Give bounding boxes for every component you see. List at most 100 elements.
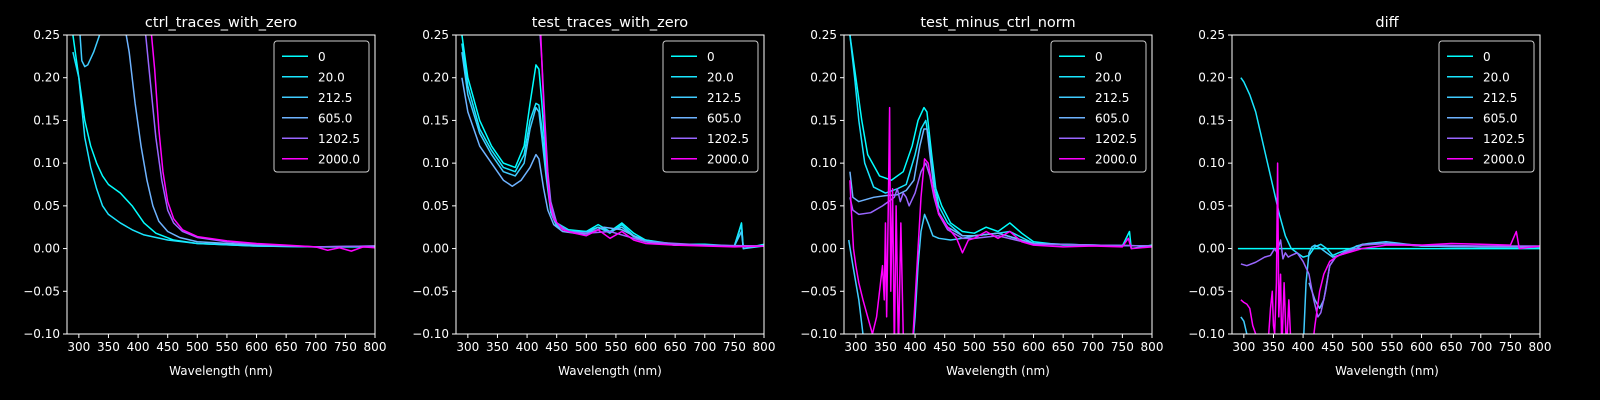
x-tick-label: 750 bbox=[1499, 340, 1522, 354]
legend-entry: 212.5 bbox=[318, 91, 352, 105]
series-line-2 bbox=[1240, 240, 1540, 334]
plot-area bbox=[461, 35, 764, 250]
legend: 0 20.0 212.5 605.0 1202.5 2000.0 bbox=[662, 40, 759, 173]
series-line-5 bbox=[849, 106, 1152, 334]
y-tick-label: 0.15 bbox=[1198, 113, 1225, 127]
y-tick-label: 0.10 bbox=[1198, 156, 1225, 170]
x-tick-label: 400 bbox=[904, 340, 927, 354]
x-tick-label: 450 bbox=[156, 340, 179, 354]
y-tick-label: 0.10 bbox=[422, 156, 449, 170]
x-tick-label: 500 bbox=[186, 340, 209, 354]
x-tick-label: 300 bbox=[844, 340, 867, 354]
legend-box bbox=[1438, 40, 1535, 173]
subplot-title: test_traces_with_zero bbox=[532, 15, 689, 31]
x-tick-label: 350 bbox=[97, 340, 120, 354]
x-tick-label: 350 bbox=[874, 340, 897, 354]
x-tick-label: 750 bbox=[1111, 340, 1134, 354]
x-tick-label: 600 bbox=[634, 340, 657, 354]
x-tick-label: 550 bbox=[992, 340, 1015, 354]
legend-entry: 605.0 bbox=[1095, 111, 1129, 125]
subplot-diff: diff Wavelength (nm) 300 350 400 450 500 550 6… bbox=[1188, 15, 1551, 378]
x-tick-label: 350 bbox=[486, 340, 509, 354]
series-line-5 bbox=[540, 35, 764, 248]
x-tick-label: 550 bbox=[604, 340, 627, 354]
legend-box bbox=[662, 40, 759, 173]
y-tick-label: 0.15 bbox=[810, 113, 837, 127]
y-tick-label: 0.25 bbox=[422, 28, 449, 42]
x-tick-label: 650 bbox=[275, 340, 298, 354]
x-tick-label: 500 bbox=[575, 340, 598, 354]
series-line-4 bbox=[1240, 239, 1540, 318]
legend-entry: 20.0 bbox=[318, 70, 345, 84]
x-tick-label: 800 bbox=[1141, 340, 1164, 354]
x-tick-label: 400 bbox=[127, 340, 150, 354]
y-tick-label: −0.05 bbox=[1188, 284, 1225, 298]
legend-entry: 1202.5 bbox=[1483, 132, 1525, 146]
legend-entry: 0 bbox=[707, 50, 715, 64]
x-tick-label: 500 bbox=[963, 340, 986, 354]
x-tick-label: 600 bbox=[245, 340, 268, 354]
subplot-ctrl-traces-with-zero: ctrl_traces_with_zero Wavelength (nm) 30… bbox=[23, 15, 386, 378]
x-tick-label: 650 bbox=[1440, 340, 1463, 354]
legend-entry: 1202.5 bbox=[1095, 132, 1137, 146]
legend-entry: 2000.0 bbox=[1483, 152, 1525, 166]
subplot-test-traces-with-zero: test_traces_with_zero Wavelength (nm) 30… bbox=[412, 15, 775, 378]
y-tick-label: 0.20 bbox=[33, 71, 60, 85]
x-tick-label: 300 bbox=[456, 340, 479, 354]
y-tick-label: 0.15 bbox=[422, 113, 449, 127]
x-tick-label: 750 bbox=[334, 340, 357, 354]
x-tick-label: 450 bbox=[545, 340, 568, 354]
x-tick-label: 800 bbox=[1529, 340, 1552, 354]
series-line-5 bbox=[150, 35, 375, 252]
series-line-3 bbox=[125, 35, 375, 248]
legend-entry: 605.0 bbox=[318, 111, 352, 125]
y-tick-label: 0.20 bbox=[1198, 71, 1225, 85]
x-tick-label: 300 bbox=[1232, 340, 1255, 354]
y-tick-label: 0.15 bbox=[33, 113, 60, 127]
x-tick-label: 750 bbox=[723, 340, 746, 354]
y-tick-label: 0.25 bbox=[1198, 28, 1225, 42]
y-tick-label: −0.10 bbox=[23, 327, 60, 341]
y-tick-label: −0.10 bbox=[412, 327, 449, 341]
x-tick-label: 650 bbox=[664, 340, 687, 354]
y-tick-label: 0.00 bbox=[1198, 242, 1225, 256]
legend-box bbox=[1050, 40, 1147, 173]
x-tick-label: 700 bbox=[304, 340, 327, 354]
legend-entry: 0 bbox=[1095, 50, 1103, 64]
y-tick-label: 0.05 bbox=[422, 199, 449, 213]
legend-entry: 20.0 bbox=[707, 70, 734, 84]
x-tick-label: 350 bbox=[1262, 340, 1285, 354]
y-tick-label: −0.05 bbox=[412, 284, 449, 298]
legend-entry: 2000.0 bbox=[707, 152, 749, 166]
y-tick-label: 0.05 bbox=[1198, 199, 1225, 213]
y-tick-label: 0.05 bbox=[33, 199, 60, 213]
x-tick-label: 550 bbox=[215, 340, 238, 354]
axes-frame bbox=[1231, 34, 1541, 335]
series-line-2 bbox=[79, 35, 101, 68]
x-tick-label: 300 bbox=[67, 340, 90, 354]
y-tick-label: 0.00 bbox=[810, 242, 837, 256]
y-tick-label: 0.00 bbox=[33, 242, 60, 256]
y-tick-label: 0.10 bbox=[33, 156, 60, 170]
plot-area bbox=[72, 35, 375, 252]
y-tick-label: −0.05 bbox=[23, 284, 60, 298]
legend-entry: 605.0 bbox=[1483, 111, 1517, 125]
legend-entry: 212.5 bbox=[707, 91, 741, 105]
legend-entry: 605.0 bbox=[707, 111, 741, 125]
x-tick-label: 400 bbox=[1292, 340, 1315, 354]
y-tick-label: 0.10 bbox=[810, 156, 837, 170]
x-axis-label: Wavelength (nm) bbox=[558, 364, 662, 378]
y-tick-label: 0.25 bbox=[33, 28, 60, 42]
legend: 0 20.0 212.5 605.0 1202.5 2000.0 bbox=[1050, 40, 1147, 173]
axes-frame bbox=[843, 34, 1153, 335]
y-tick-label: 0.20 bbox=[422, 71, 449, 85]
y-tick-label: −0.10 bbox=[1188, 327, 1225, 341]
subplot-title: diff bbox=[1375, 15, 1399, 31]
legend-entry: 20.0 bbox=[1483, 70, 1510, 84]
x-axis-label: Wavelength (nm) bbox=[169, 364, 273, 378]
x-tick-label: 650 bbox=[1052, 340, 1075, 354]
x-tick-label: 500 bbox=[1351, 340, 1374, 354]
x-axis-label: Wavelength (nm) bbox=[1335, 364, 1439, 378]
